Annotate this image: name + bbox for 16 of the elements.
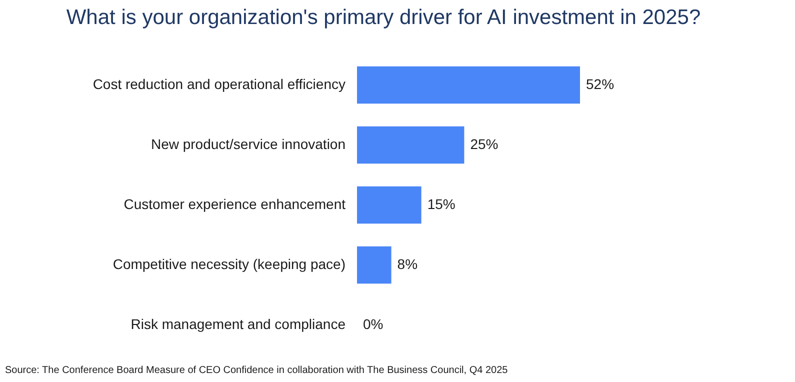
data-label: 25% — [470, 136, 498, 152]
y-tick-label: Cost reduction and operational efficiency — [92, 76, 346, 92]
data-label: 8% — [397, 256, 418, 272]
bar — [357, 126, 464, 164]
chart-title: What is your organization's primary driver for AI investment in 2025? — [66, 6, 701, 29]
bar — [357, 186, 422, 224]
y-tick-label: Risk management and compliance — [130, 316, 346, 332]
data-label: 0% — [363, 316, 384, 332]
y-tick-label: Competitive necessity (keeping pace) — [112, 256, 346, 272]
bar — [357, 246, 392, 284]
y-tick-label: Customer experience enhancement — [124, 196, 346, 212]
y-tick-label: New product/service innovation — [150, 136, 346, 152]
data-label: 52% — [586, 76, 614, 92]
bar — [357, 66, 580, 104]
data-label: 15% — [427, 196, 456, 212]
source-note: Source: The Conference Board Measure of CEO Confidence in collaboration with The Business Council, Q4 2025 — [5, 365, 508, 376]
